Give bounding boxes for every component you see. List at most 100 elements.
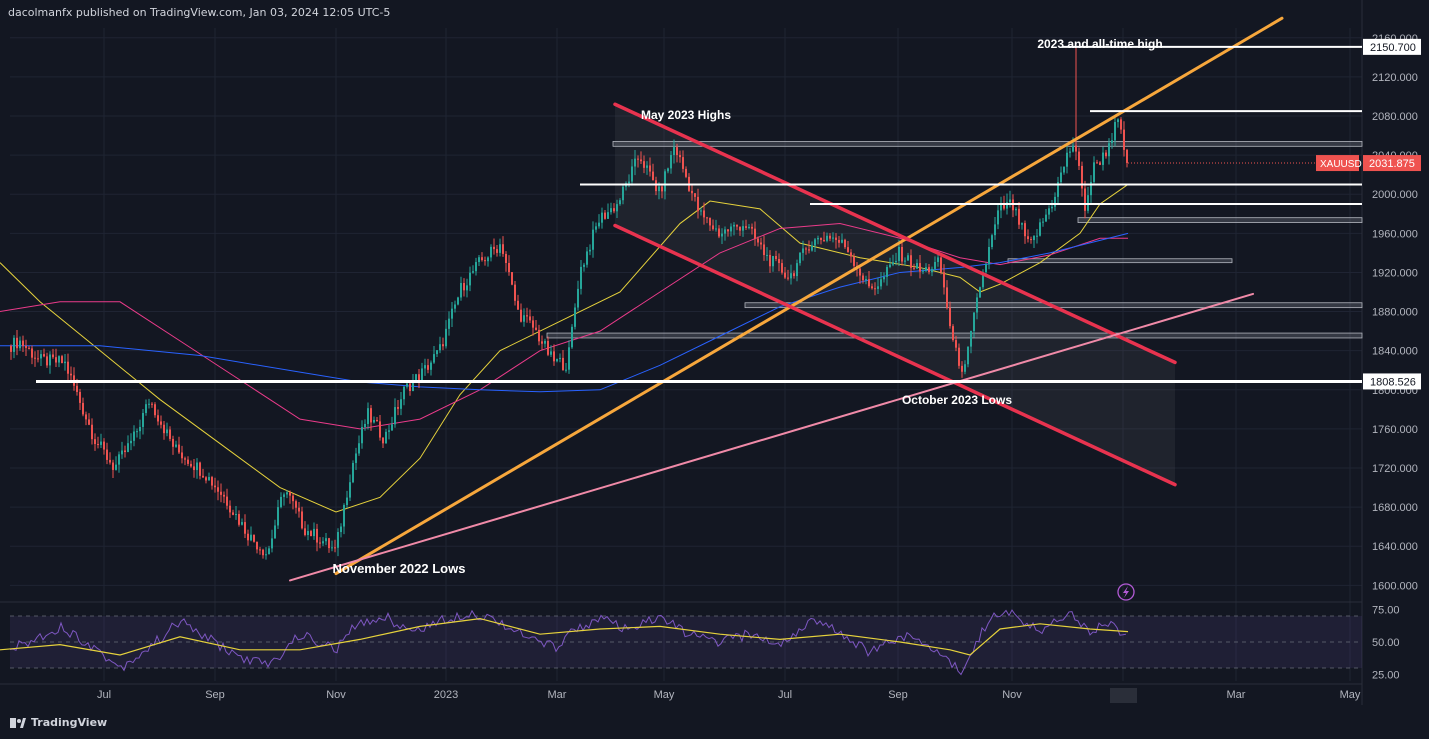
- annotation-label: November 2022 Lows: [333, 561, 466, 576]
- candle-body: [925, 267, 927, 271]
- candle-body: [1030, 239, 1032, 241]
- candle-body: [919, 263, 921, 272]
- candle-body: [490, 246, 492, 258]
- candle-body: [319, 542, 321, 544]
- candle-body: [922, 270, 924, 272]
- candle-body: [988, 247, 990, 265]
- candle-body: [250, 534, 252, 541]
- candle-body: [847, 247, 849, 253]
- candle-body: [892, 262, 894, 265]
- candle-body: [472, 271, 474, 273]
- candle-body: [805, 248, 807, 250]
- candle-body: [16, 337, 18, 349]
- candle-body: [1096, 162, 1098, 164]
- candle-body: [565, 369, 567, 371]
- price-tick-label: 2120.000: [1372, 72, 1418, 84]
- candle-body: [178, 444, 180, 453]
- candle-body: [349, 482, 351, 498]
- candle-body: [310, 531, 312, 537]
- candle-body: [877, 286, 879, 289]
- candle-body: [157, 415, 159, 422]
- tradingview-logo: TradingView: [10, 716, 107, 729]
- candle-body: [754, 228, 756, 239]
- candle-body: [838, 239, 840, 243]
- time-tick-label: Nov: [1002, 689, 1022, 701]
- candle-body: [91, 424, 93, 440]
- candle-body: [202, 475, 204, 478]
- candle-body: [682, 157, 684, 169]
- candle-body: [439, 344, 441, 351]
- candle-body: [1078, 151, 1080, 166]
- candle-body: [22, 340, 24, 347]
- candle-body: [328, 538, 330, 549]
- candle-body: [574, 307, 576, 327]
- candle-body: [586, 251, 588, 265]
- candle-body: [547, 340, 549, 355]
- candle-body: [601, 212, 603, 223]
- candle-body: [400, 399, 402, 409]
- candle-body: [550, 351, 552, 355]
- price-tick-label: 1760.000: [1372, 424, 1418, 436]
- lightning-icon-ring: [1117, 583, 1135, 601]
- candle-body: [820, 237, 822, 240]
- candle-body: [67, 361, 69, 374]
- channel-fill: [615, 104, 1175, 485]
- candle-body: [1075, 145, 1077, 152]
- candle-body: [607, 212, 609, 219]
- candle-body: [55, 357, 57, 363]
- candle-body: [223, 494, 225, 497]
- candle-body: [733, 224, 735, 227]
- candle-body: [568, 347, 570, 370]
- candle-body: [484, 260, 486, 262]
- candle-body: [82, 402, 84, 415]
- time-tick-label: Jul: [97, 689, 111, 701]
- candle-body: [841, 239, 843, 243]
- candle-body: [853, 256, 855, 266]
- candle-body: [850, 252, 852, 257]
- candle-body: [121, 450, 123, 455]
- candle-body: [709, 217, 711, 226]
- candle-body: [901, 246, 903, 262]
- candle-body: [25, 346, 27, 348]
- candle-body: [40, 354, 42, 359]
- candle-body: [1057, 182, 1059, 197]
- price-tick-label: 2000.000: [1372, 189, 1418, 201]
- candle-body: [52, 354, 54, 358]
- candle-body: [1102, 152, 1104, 165]
- time-tick-label: 2023: [434, 689, 458, 701]
- candle-body: [247, 533, 249, 541]
- candle-body: [757, 238, 759, 243]
- candle-body: [898, 246, 900, 261]
- candle-body: [952, 326, 954, 341]
- candle-body: [1045, 214, 1047, 222]
- candle-body: [412, 380, 414, 391]
- candle-body: [460, 283, 462, 298]
- candle-body: [448, 318, 450, 329]
- candle-body: [559, 357, 561, 359]
- candle-body: [442, 344, 444, 347]
- candle-body: [76, 385, 78, 392]
- candle-body: [553, 351, 555, 362]
- candle-body: [643, 161, 645, 168]
- candle-body: [595, 226, 597, 230]
- candle-body: [577, 288, 579, 308]
- candle-body: [133, 431, 135, 441]
- candle-body: [649, 165, 651, 172]
- candle-body: [13, 337, 15, 352]
- rsi-signal-line: [0, 617, 1129, 656]
- candle-body: [1087, 195, 1089, 211]
- candle-body: [691, 190, 693, 194]
- candle-body: [295, 501, 297, 508]
- candle-body: [85, 414, 87, 420]
- candle-body: [409, 383, 411, 391]
- candle-body: [1042, 221, 1044, 223]
- candle-body: [253, 534, 255, 542]
- candle-body: [736, 224, 738, 227]
- candle-body: [967, 346, 969, 365]
- candle-body: [949, 307, 951, 327]
- symbol-tag: XAUUSD: [1320, 159, 1362, 170]
- candle-body: [214, 485, 216, 488]
- candle-body: [910, 255, 912, 268]
